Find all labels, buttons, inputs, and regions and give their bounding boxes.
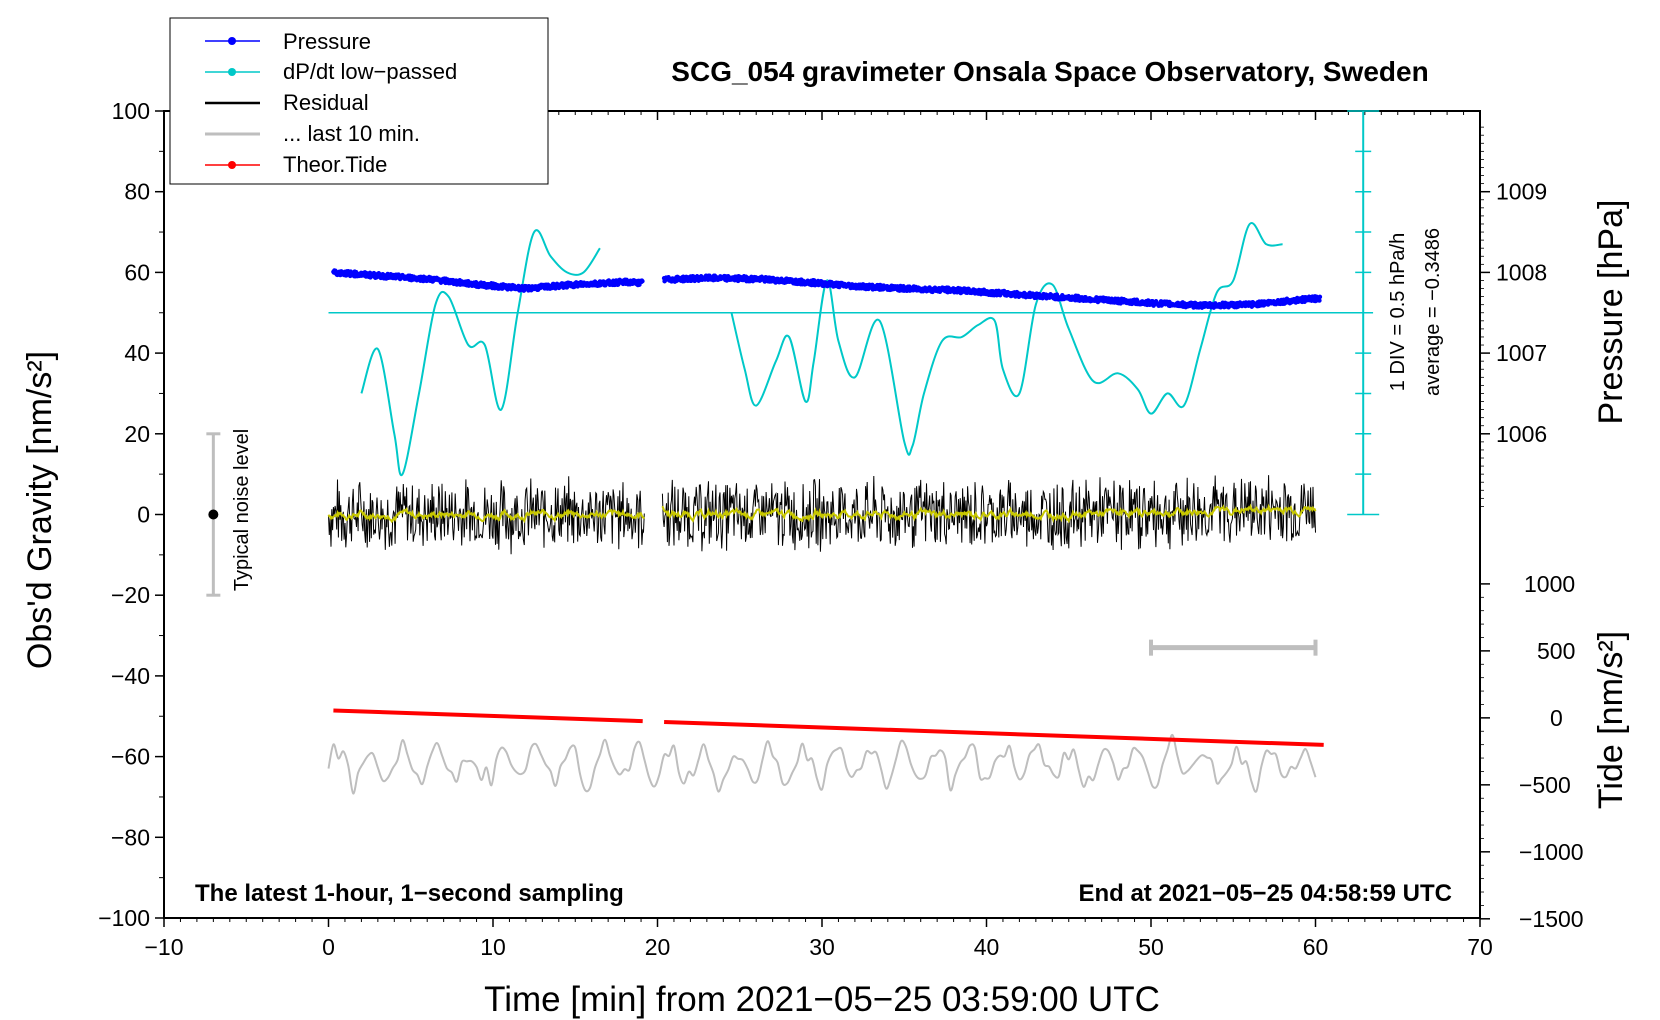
- tide-tick-label: 1000: [1524, 571, 1575, 597]
- y-tick-label: 80: [124, 179, 150, 205]
- y-tick-label: 40: [124, 340, 150, 366]
- legend-swatch-marker: [228, 37, 236, 45]
- y-tick-label: 0: [137, 502, 150, 528]
- x-tick-label: 10: [480, 934, 506, 960]
- dpdt-series: [360, 221, 1283, 477]
- residual-line: [661, 475, 1316, 552]
- residual-series: [327, 475, 1317, 555]
- pressure-tick-label: 1008: [1496, 259, 1547, 285]
- tide-line: [664, 720, 1324, 747]
- y-tick-label: −100: [98, 905, 150, 931]
- residual-smooth-line: [661, 503, 1317, 524]
- legend-box: [169, 17, 549, 185]
- y-tick-label: 60: [124, 259, 150, 285]
- tide-tick-label: 500: [1537, 638, 1575, 664]
- y-tick-label: −60: [111, 744, 150, 770]
- pressure-tick-label: 1009: [1496, 179, 1547, 205]
- dpdt-average-label: average = −0.3486: [1422, 228, 1444, 396]
- last10-series: [327, 733, 1317, 795]
- y-axis-label-pressure: Pressure [hPa]: [1592, 200, 1630, 425]
- pressure-tick-label: 1007: [1496, 340, 1547, 366]
- x-tick-label: 60: [1303, 934, 1329, 960]
- last10-line: [327, 733, 1317, 795]
- legend-label-residual: Residual: [283, 90, 369, 115]
- dpdt-line: [360, 229, 601, 477]
- y-tick-label: −80: [111, 824, 150, 850]
- tide-tick-label: −1500: [1519, 906, 1584, 932]
- noise-level-label: Typical noise level: [231, 429, 253, 591]
- x-axis-label: Time [min] from 2021−05−25 03:59:00 UTC: [484, 980, 1160, 1019]
- pressure-series: [331, 268, 1323, 310]
- x-tick-label: 20: [645, 934, 671, 960]
- y-tick-label: −40: [111, 663, 150, 689]
- legend-label-dpdt: dP/dt low−passed: [283, 59, 457, 84]
- x-tick-label: −10: [144, 934, 183, 960]
- y-tick-label: 100: [112, 98, 150, 124]
- x-tick-label: 40: [974, 934, 1000, 960]
- tide-line: [333, 708, 643, 724]
- chart-title: SCG_054 gravimeter Onsala Space Observat…: [671, 56, 1428, 87]
- pressure-points: [331, 268, 645, 293]
- pressure-tick-label: 1006: [1496, 421, 1547, 447]
- dpdt-line: [730, 221, 1283, 456]
- residual-smooth-line: [327, 506, 646, 524]
- legend-label-last10: ... last 10 min.: [283, 121, 420, 146]
- x-tick-label: 50: [1138, 934, 1164, 960]
- dpdt-div-label: 1 DIV = 0.5 hPa/h: [1387, 233, 1409, 391]
- tide-series: [333, 708, 1324, 747]
- tide-tick-label: −1000: [1519, 839, 1584, 865]
- legend: Pressure dP/dt low−passed Residual ... l…: [169, 17, 549, 185]
- y-axis-label-tide: Tide [nm/s²]: [1592, 631, 1630, 809]
- chart-extras: [206, 110, 1380, 656]
- legend-swatch-marker: [228, 68, 236, 76]
- axis-ticks: −10 0 10 20 30 40 50 60 70−100−80−60−40−20020406…: [98, 98, 1583, 960]
- tide-tick-label: −500: [1519, 772, 1571, 798]
- x-tick-label: 30: [809, 934, 835, 960]
- x-tick-label: 70: [1467, 934, 1493, 960]
- y-tick-label: −20: [111, 582, 150, 608]
- noise-level-dot: [208, 509, 219, 520]
- legend-label-pressure: Pressure: [283, 29, 371, 54]
- annotation-bottom-right: End at 2021−05−25 04:58:59 UTC: [1078, 880, 1452, 907]
- tide-tick-label: 0: [1550, 705, 1563, 731]
- y-axis-label-gravity: Obs'd Gravity [nm/s²]: [21, 351, 59, 669]
- y-tick-label: 20: [124, 421, 150, 447]
- legend-swatch-marker: [228, 161, 236, 169]
- x-tick-label: 0: [322, 934, 335, 960]
- annotation-bottom-left: The latest 1-hour, 1−second sampling: [195, 880, 624, 907]
- pressure-points: [661, 273, 1323, 310]
- legend-label-tide: Theor.Tide: [283, 152, 387, 177]
